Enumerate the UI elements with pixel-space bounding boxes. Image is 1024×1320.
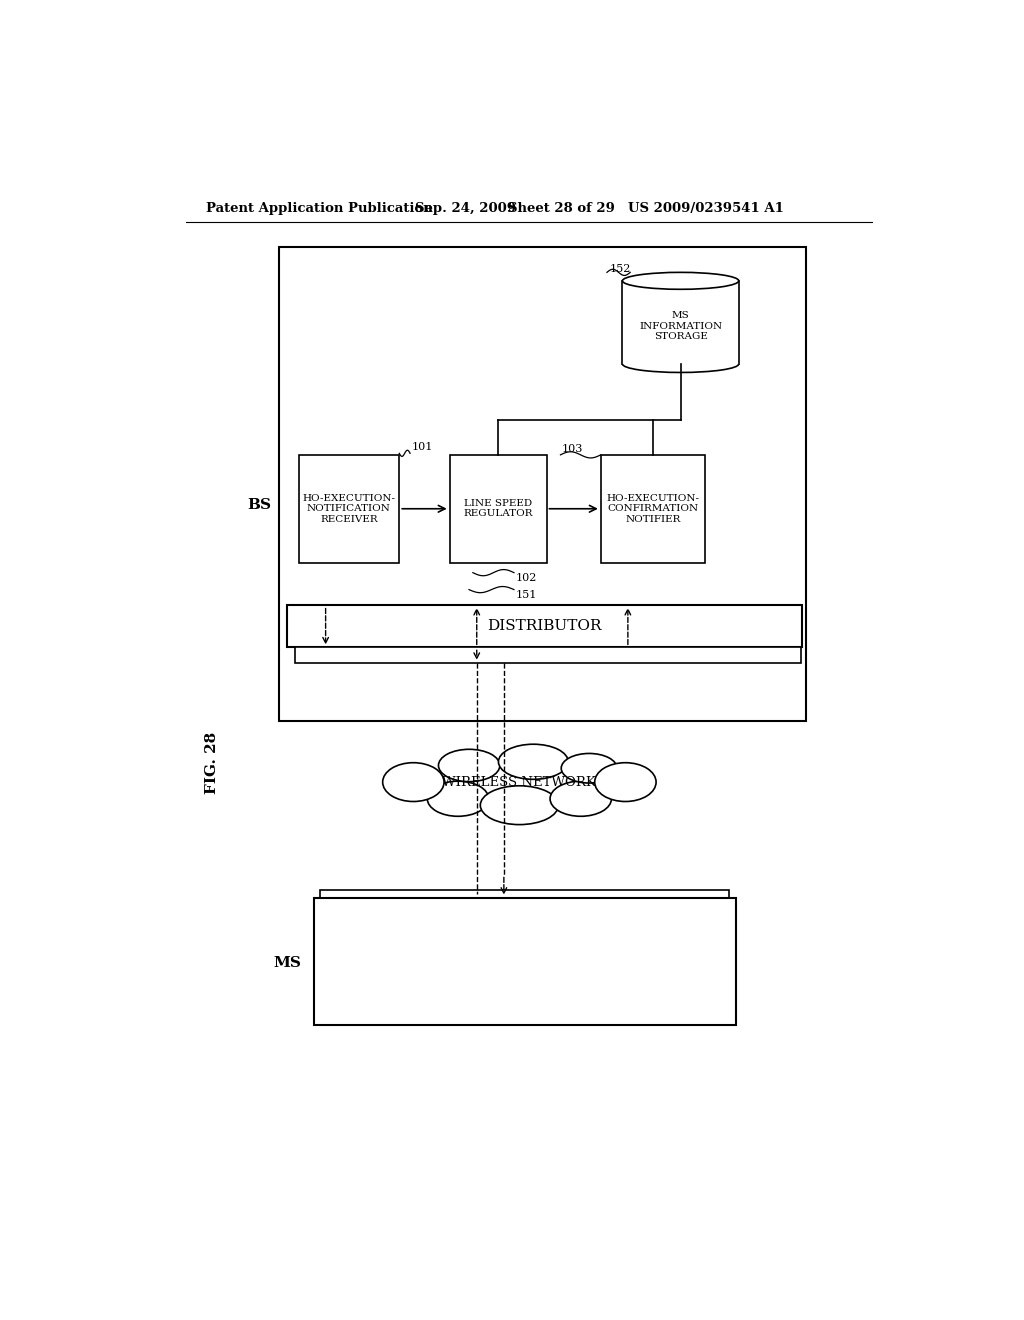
Bar bbox=[601, 455, 706, 562]
Ellipse shape bbox=[427, 781, 488, 816]
Text: 103: 103 bbox=[562, 445, 584, 454]
Bar bbox=[295, 647, 802, 663]
Ellipse shape bbox=[383, 763, 444, 801]
Ellipse shape bbox=[623, 272, 738, 289]
Ellipse shape bbox=[550, 781, 611, 816]
Ellipse shape bbox=[595, 763, 656, 801]
Ellipse shape bbox=[422, 756, 617, 808]
Text: BS: BS bbox=[248, 498, 271, 512]
Text: LINE SPEED
REGULATOR: LINE SPEED REGULATOR bbox=[463, 499, 532, 519]
Ellipse shape bbox=[561, 754, 617, 783]
Text: WIRELESS NETWORK: WIRELESS NETWORK bbox=[442, 776, 596, 788]
Text: 152: 152 bbox=[609, 264, 631, 273]
Ellipse shape bbox=[480, 785, 558, 825]
Text: 102: 102 bbox=[515, 573, 537, 583]
Text: Sep. 24, 2009: Sep. 24, 2009 bbox=[415, 202, 516, 215]
Bar bbox=[623, 281, 738, 364]
Text: MS: MS bbox=[273, 956, 301, 970]
Ellipse shape bbox=[623, 355, 738, 372]
Bar bbox=[299, 455, 399, 562]
Bar bbox=[450, 455, 547, 562]
Bar bbox=[321, 890, 729, 902]
Text: 101: 101 bbox=[412, 442, 433, 453]
Bar bbox=[287, 605, 802, 647]
Bar bbox=[314, 898, 736, 1024]
Ellipse shape bbox=[438, 750, 500, 781]
Text: HO-EXECUTION-
NOTIFICATION
RECEIVER: HO-EXECUTION- NOTIFICATION RECEIVER bbox=[302, 494, 395, 524]
Text: 151: 151 bbox=[515, 590, 537, 601]
Text: FIG. 28: FIG. 28 bbox=[206, 731, 219, 793]
Text: MS
INFORMATION
STORAGE: MS INFORMATION STORAGE bbox=[639, 312, 722, 341]
Text: Sheet 28 of 29: Sheet 28 of 29 bbox=[508, 202, 614, 215]
Text: DISTRIBUTOR: DISTRIBUTOR bbox=[487, 619, 602, 634]
Ellipse shape bbox=[499, 744, 568, 779]
Text: Patent Application Publication: Patent Application Publication bbox=[206, 202, 432, 215]
Text: HO-EXECUTION-
CONFIRMATION
NOTIFIER: HO-EXECUTION- CONFIRMATION NOTIFIER bbox=[606, 494, 699, 524]
Text: US 2009/0239541 A1: US 2009/0239541 A1 bbox=[628, 202, 783, 215]
Bar bbox=[280, 247, 806, 721]
